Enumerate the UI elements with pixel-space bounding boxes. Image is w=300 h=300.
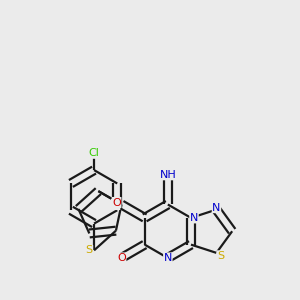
Text: N: N [190,213,198,223]
Text: Cl: Cl [88,148,100,158]
Text: O: O [117,253,126,263]
Text: N: N [164,253,172,263]
Text: S: S [217,251,224,261]
Text: S: S [85,245,93,255]
Text: N: N [212,202,220,213]
Text: H: H [111,200,120,209]
Text: NH: NH [160,170,176,180]
Text: O: O [112,197,121,208]
